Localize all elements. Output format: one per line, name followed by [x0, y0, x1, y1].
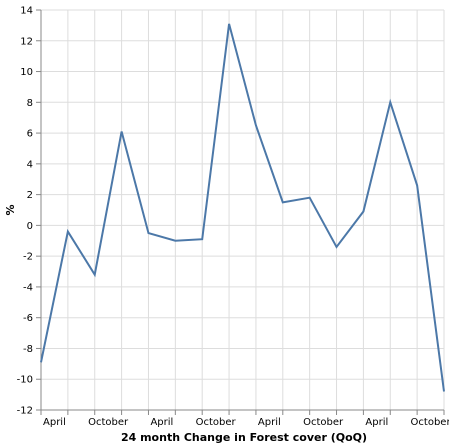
x-axis-title: 24 month Change in Forest cover (QoQ): [121, 431, 367, 444]
x-tick-label: April: [43, 417, 66, 428]
y-tick-label: -10: [17, 375, 33, 386]
data-point: [335, 245, 339, 249]
data-point: [39, 360, 43, 364]
y-tick-label: -6: [23, 313, 33, 324]
axes: -12 -10 -8 -6 -4 -2 0 2 4 6 8 10 12 14 April October Apr…: [17, 6, 449, 429]
series-line: [40, 23, 445, 392]
data-point: [308, 196, 312, 200]
y-tick-label: 14: [20, 6, 33, 17]
y-tick-label: -12: [17, 406, 33, 417]
data-point: [173, 239, 177, 243]
data-point: [200, 237, 204, 241]
x-tick-label: October: [88, 417, 129, 428]
y-tick-label: 6: [27, 129, 33, 140]
data-point: [415, 183, 419, 187]
x-tick-label: April: [258, 417, 281, 428]
data-point: [120, 130, 124, 134]
data-point: [146, 231, 150, 235]
y-tick-label: 10: [20, 67, 33, 78]
x-tick-label: October: [196, 417, 237, 428]
data-point: [254, 123, 258, 127]
data-point: [93, 273, 97, 277]
y-tick-label: 8: [27, 98, 33, 109]
data-point: [388, 100, 392, 104]
y-tick-label: 4: [27, 159, 33, 170]
y-axis-title: %: [4, 204, 17, 215]
x-tick-label: April: [365, 417, 388, 428]
series-area: [39, 22, 446, 394]
data-point: [442, 390, 446, 394]
y-tick-label: -4: [23, 282, 33, 293]
y-tick-label: -2: [23, 252, 33, 263]
y-tick-label: 12: [20, 36, 33, 47]
data-point: [361, 210, 365, 214]
data-point: [66, 230, 70, 234]
data-point: [281, 200, 285, 204]
y-tick-label: 2: [27, 190, 33, 201]
x-tick-label: October: [411, 417, 449, 428]
grid: [40, 9, 445, 411]
data-point: [227, 22, 231, 26]
x-tick-label: October: [303, 417, 344, 428]
y-tick-label: -8: [23, 344, 33, 355]
x-tick-label: April: [150, 417, 173, 428]
y-tick-label: 0: [27, 221, 33, 232]
